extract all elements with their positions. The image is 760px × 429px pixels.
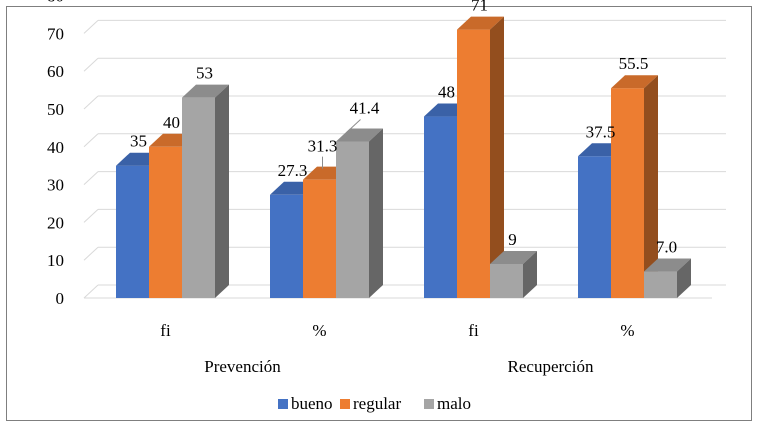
data-label-leader: [346, 119, 361, 133]
gridline-side: [83, 133, 99, 148]
bar-side-regular: [644, 75, 658, 299]
legend-label-bueno: bueno: [291, 394, 333, 413]
group-label: Recuperción: [508, 357, 594, 376]
y-tick-label: 10: [47, 251, 64, 270]
y-tick-label: 0: [56, 289, 65, 308]
data-label: 71: [471, 0, 488, 15]
category-label: %: [620, 321, 634, 340]
y-tick-label: 60: [47, 62, 64, 81]
legend-swatch-regular: [340, 399, 350, 409]
bar-top-regular: [611, 75, 658, 89]
group-label: Prevención: [204, 357, 281, 376]
gridline-side: [83, 57, 99, 72]
bar-bueno: [116, 165, 149, 298]
y-tick-label: 20: [47, 213, 64, 232]
legend-label-malo: malo: [437, 394, 471, 413]
gridline-side: [83, 95, 99, 110]
y-tick-label: 80: [47, 0, 64, 6]
bar-top-malo: [644, 258, 691, 272]
data-label: 40: [163, 113, 180, 132]
gridline-side: [83, 171, 99, 185]
bar-malo: [336, 141, 369, 298]
data-label: 7.0: [656, 238, 677, 257]
category-label: fi: [160, 321, 171, 340]
bar-malo: [644, 271, 677, 298]
bar-side-malo: [369, 128, 383, 298]
data-label: 48: [438, 83, 455, 102]
bar-side-regular: [490, 16, 504, 299]
bar-regular: [149, 146, 182, 298]
bar-malo: [182, 97, 215, 298]
data-label: 35: [130, 132, 147, 151]
data-label: 9: [508, 230, 517, 249]
bar-bueno: [424, 116, 457, 298]
gridline-side: [83, 209, 99, 223]
bar-side-malo: [677, 258, 691, 298]
category-label: %: [312, 321, 326, 340]
y-tick-label: 70: [47, 24, 64, 43]
legend-swatch-malo: [424, 399, 434, 409]
data-label: 55.5: [619, 54, 649, 73]
bar-bueno: [578, 156, 611, 298]
bar-regular: [611, 88, 644, 299]
data-label: 27.3: [278, 161, 308, 180]
data-label: 37.5: [586, 122, 616, 141]
gridline-side: [83, 20, 99, 34]
bar-malo: [490, 263, 523, 298]
bar-side-malo: [523, 250, 537, 298]
data-label: 31.3: [308, 137, 338, 156]
bar-side-malo: [215, 84, 229, 298]
gridline-side: [83, 284, 99, 299]
legend-label-regular: regular: [353, 394, 401, 413]
y-tick-label: 50: [47, 100, 64, 119]
bar-top-malo: [182, 84, 229, 98]
data-label: 41.4: [350, 99, 380, 118]
category-label: fi: [468, 321, 479, 340]
bar-top-regular: [457, 16, 504, 30]
bar-regular: [303, 179, 336, 298]
bar-regular: [457, 29, 490, 299]
data-label: 53: [196, 64, 213, 83]
bar-bueno: [270, 194, 303, 298]
gridline-side: [83, 246, 99, 261]
bar-top-malo: [490, 250, 537, 264]
y-tick-label: 40: [47, 138, 64, 157]
legend-swatch-bueno: [278, 399, 288, 409]
y-tick-label: 30: [47, 176, 64, 195]
